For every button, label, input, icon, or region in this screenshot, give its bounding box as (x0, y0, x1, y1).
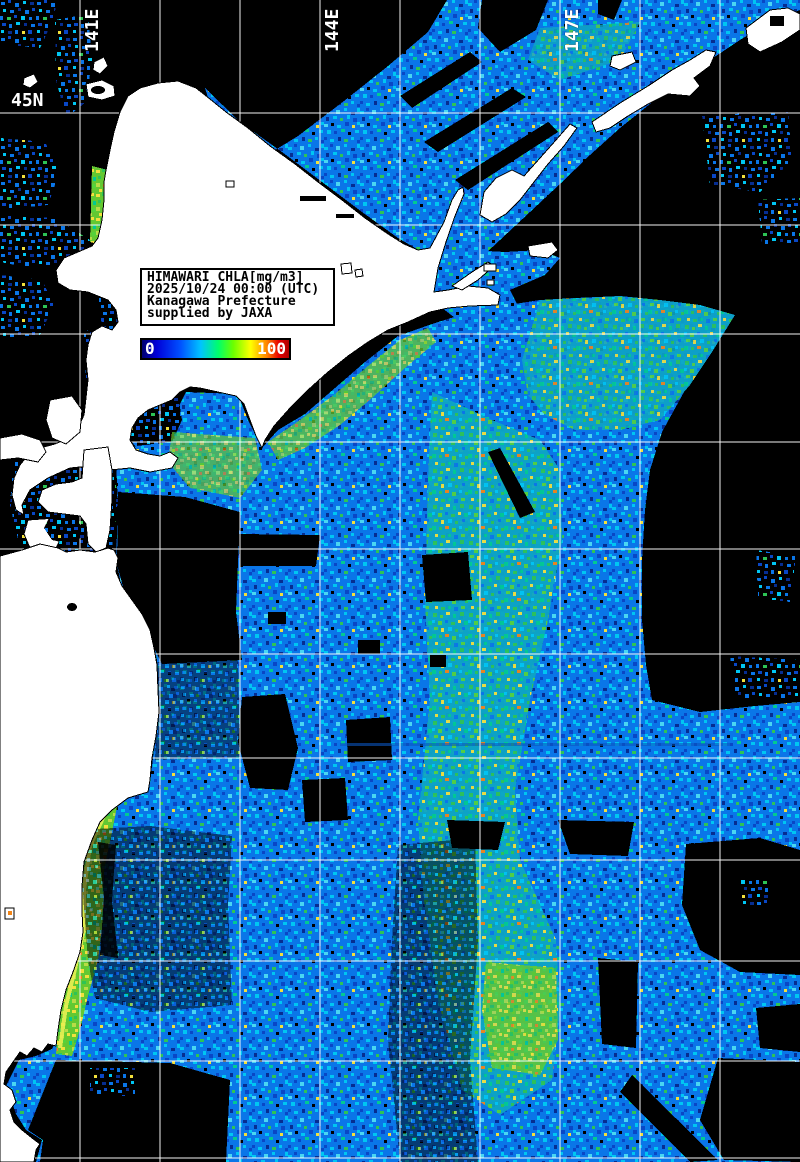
lat-label-45n: 45N (11, 90, 44, 111)
land-islet (609, 51, 637, 71)
product-title-box: HIMAWARI CHLA[mg/m3] 2025/10/24 00:00 (U… (140, 268, 335, 326)
land-islet (340, 262, 353, 275)
product-name: HIMAWARI CHLA[mg/m3] (147, 270, 304, 285)
lon-label-147e: 147E (562, 8, 583, 52)
noisy-dark-overlays (78, 660, 478, 1162)
cloud-speck (22, 73, 39, 89)
lon-label-144e: 144E (322, 8, 343, 52)
cloud-inner-speckle (740, 880, 770, 905)
cloud-west-blob (0, 433, 47, 463)
land-habomai (486, 279, 495, 286)
land-islet (354, 268, 364, 278)
colorbar-max-label: 100 (257, 339, 286, 358)
cloud-speck (92, 56, 109, 75)
land-shimokita (37, 446, 113, 553)
colorbar-min-label: 0 (145, 339, 155, 358)
land-kuril-ne (745, 7, 800, 53)
product-recipient: Kanagawa Prefecture (147, 294, 296, 309)
land-etorofu (591, 49, 717, 133)
land-details (8, 16, 784, 915)
land-habomai (483, 263, 497, 272)
land-kunashiri (479, 123, 578, 223)
scanline-artifact (340, 743, 730, 746)
product-datetime: 2025/10/24 00:00 (UTC) (147, 282, 320, 297)
lon-label-141e: 141E (82, 8, 103, 52)
cloud-no-data-blobs (28, 0, 800, 1162)
land-honshu (0, 543, 160, 1162)
land-shikotan (527, 241, 559, 259)
product-supplier: supplied by JAXA (147, 306, 273, 321)
colorbar: 0 100 (140, 338, 291, 360)
land-islet (225, 180, 235, 188)
land-okushiri (45, 395, 83, 445)
cloud-inner-speckle (90, 1068, 135, 1096)
